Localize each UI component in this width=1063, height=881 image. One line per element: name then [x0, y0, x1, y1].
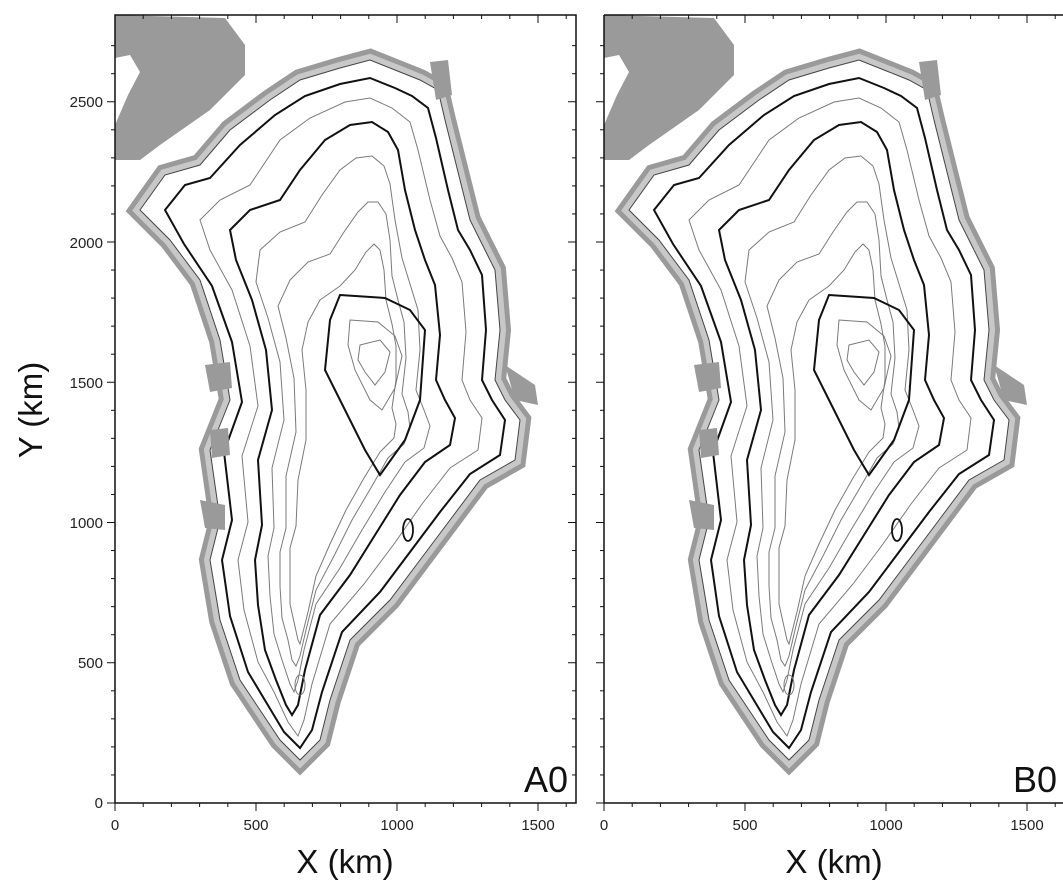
x-tick-label: 0	[600, 817, 608, 834]
panel-b-label: B0	[1013, 759, 1057, 800]
y-tick-label: 0	[95, 795, 103, 812]
y-tick-label: 2500	[70, 94, 103, 111]
panel-b-x-axis-title: X (km)	[785, 843, 882, 880]
x-tick-label: 0	[111, 817, 119, 834]
x-tick-label: 500	[732, 817, 757, 834]
x-tick-label: 1000	[869, 817, 902, 834]
y-tick-label: 1500	[70, 375, 103, 392]
panel-a-y-axis-title: Y (km)	[12, 362, 49, 459]
panel-b-x-tick-labels: 0 500 1000 1500	[600, 817, 1044, 834]
panel-b-map	[604, 15, 1063, 803]
panel-a-map	[115, 15, 576, 803]
x-tick-label: 1000	[380, 817, 413, 834]
panel-a-y-tick-labels: 0 500 1000 1500 2000 2500	[70, 94, 103, 812]
y-tick-label: 2000	[70, 235, 103, 252]
x-tick-label: 1500	[1010, 817, 1043, 834]
panel-a-x-tick-labels: 0 500 1000 1500	[111, 817, 555, 834]
y-tick-label: 1000	[70, 515, 103, 532]
x-tick-label: 500	[243, 817, 268, 834]
panel-a-label: A0	[524, 759, 568, 800]
y-tick-label: 500	[78, 655, 103, 672]
panel-a-x-axis-title: X (km)	[296, 843, 393, 880]
x-tick-label: 1500	[521, 817, 554, 834]
